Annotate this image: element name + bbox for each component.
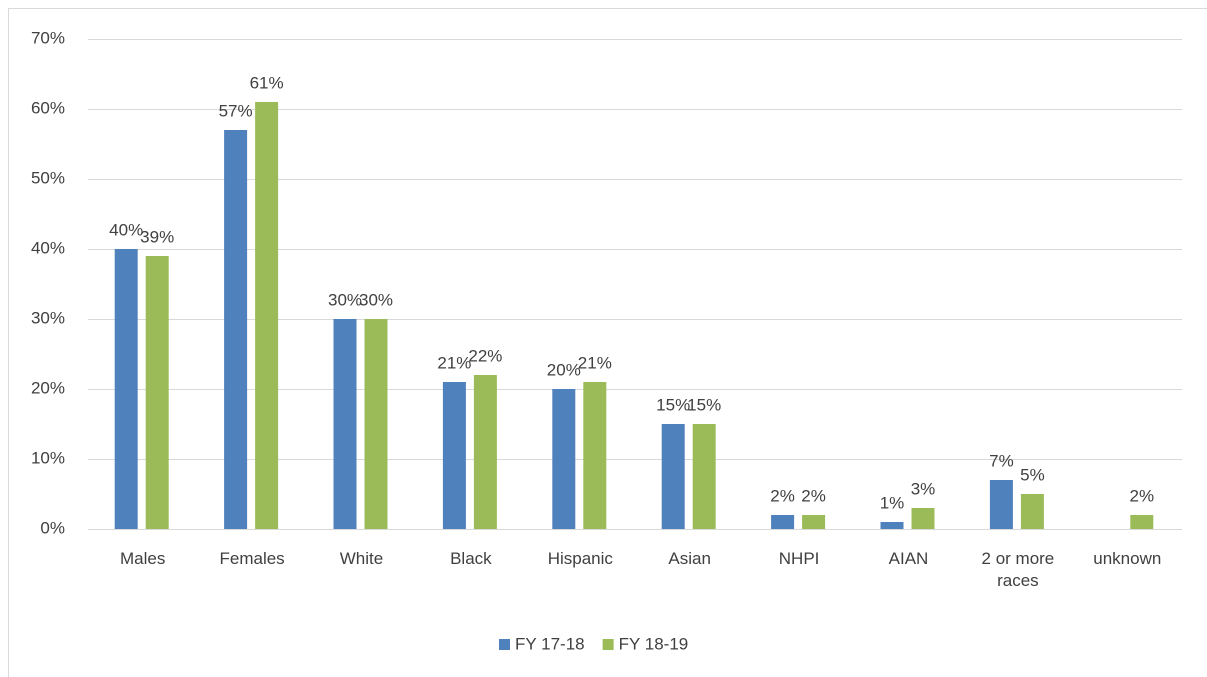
data-label: 15%	[687, 395, 721, 414]
data-label: 2%	[801, 486, 826, 505]
x-tick-label: unknown	[1093, 549, 1162, 568]
bar	[114, 249, 138, 529]
y-tick-label: 40%	[31, 238, 65, 257]
x-tick-label: 2 or more races	[981, 549, 1055, 590]
x-tick-label: Hispanic	[547, 549, 613, 568]
bar	[1130, 515, 1154, 529]
bar	[802, 515, 826, 529]
data-label: 39%	[140, 227, 174, 246]
bar	[473, 375, 497, 529]
legend-label: FY 18-19	[619, 634, 689, 653]
x-tick-label: AIAN	[888, 549, 929, 568]
y-tick-label: 70%	[31, 28, 65, 47]
data-label: 30%	[328, 290, 362, 309]
data-label: 57%	[219, 101, 253, 120]
x-tick-label: Females	[219, 549, 285, 568]
bar	[583, 382, 607, 529]
x-tick-label: White	[339, 549, 384, 568]
data-label: 30%	[359, 290, 393, 309]
bar	[1020, 494, 1044, 529]
bar	[145, 256, 169, 529]
bar	[880, 522, 904, 529]
y-tick-label: 20%	[31, 378, 65, 397]
legend-swatch	[602, 639, 614, 650]
data-label: 2%	[1130, 486, 1155, 505]
bar	[255, 102, 279, 529]
bar	[911, 508, 935, 529]
data-label: 15%	[656, 395, 690, 414]
data-label: 40%	[109, 220, 143, 239]
chart-border	[8, 8, 1207, 677]
x-tick-label: Males	[120, 549, 166, 568]
data-label: 22%	[468, 346, 502, 365]
y-tick-label: 10%	[31, 448, 65, 467]
data-label: 2%	[770, 486, 795, 505]
data-label: 20%	[547, 360, 581, 379]
bar	[333, 319, 357, 529]
bar	[552, 389, 576, 529]
data-label: 5%	[1020, 465, 1045, 484]
data-label: 1%	[880, 493, 905, 512]
bar	[661, 424, 685, 529]
bar	[364, 319, 388, 529]
x-tick-label: Black	[450, 549, 492, 568]
data-label: 7%	[989, 451, 1014, 470]
data-label: 21%	[578, 353, 612, 372]
bar	[224, 130, 248, 529]
bar	[771, 515, 795, 529]
data-label: 3%	[911, 479, 936, 498]
y-tick-label: 0%	[40, 518, 65, 537]
legend-swatch	[499, 639, 510, 650]
y-tick-label: 50%	[31, 168, 65, 187]
y-tick-label: 30%	[31, 308, 65, 327]
bar	[989, 480, 1013, 529]
bar	[692, 424, 716, 529]
y-tick-label: 60%	[31, 98, 65, 117]
data-label: 21%	[437, 353, 471, 372]
bar	[442, 382, 466, 529]
x-tick-label: NHPI	[778, 549, 820, 568]
legend-label: FY 17-18	[515, 634, 585, 653]
x-tick-label: Asian	[668, 549, 711, 568]
data-label: 61%	[250, 73, 284, 92]
